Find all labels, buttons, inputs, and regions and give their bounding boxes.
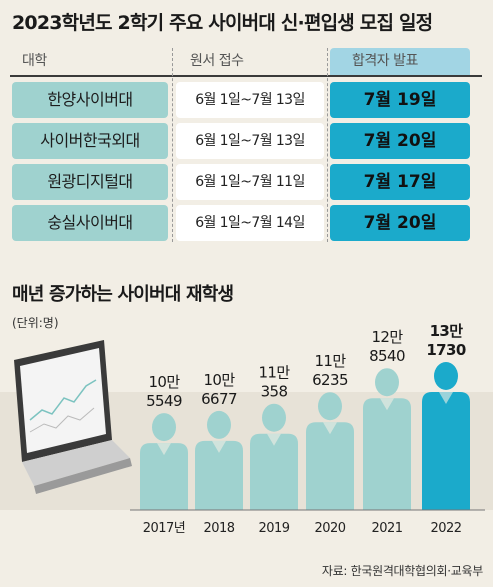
announcement-cell: 7월 20일 xyxy=(330,123,470,159)
bar-value-label: 6235 xyxy=(312,371,348,389)
header-announcement: 합격자 발표 xyxy=(352,53,418,69)
bar-value-label: 11만 xyxy=(258,364,290,382)
university-cell: 한양사이버대 xyxy=(12,82,168,118)
bar-value-label: 13만 xyxy=(430,322,464,340)
announcement-cell: 7월 17일 xyxy=(330,164,470,200)
x-tick-label: 2022 xyxy=(430,521,461,536)
bar-value-label: 6677 xyxy=(201,390,237,408)
laptop-icon xyxy=(14,340,132,494)
bar-value-label: 10만 xyxy=(148,373,180,391)
bar-value-label: 358 xyxy=(261,383,288,401)
university-cell: 사이버한국외대 xyxy=(12,123,168,159)
announcement-cell: 7월 19일 xyxy=(330,82,470,118)
bar-3 xyxy=(306,392,354,510)
bar-value-label: 11만 xyxy=(314,352,346,370)
bar-value-label: 1730 xyxy=(426,341,466,359)
announcement-header-bg xyxy=(330,48,470,76)
header-university: 대학 xyxy=(22,53,47,69)
column-separator xyxy=(172,48,173,242)
source-note: 자료: 한국원격대학협의회·교육부 xyxy=(321,564,483,578)
bar-2 xyxy=(250,403,298,510)
table-row: 한양사이버대 6월 1일~7월 13일 7월 19일 xyxy=(0,82,493,118)
application-cell: 6월 1일~7월 13일 xyxy=(176,123,324,159)
bar-5 xyxy=(422,362,470,510)
bar-0 xyxy=(140,413,188,510)
x-tick-label: 2021 xyxy=(371,521,402,536)
bar-value-label: 10만 xyxy=(203,371,235,389)
bar-value-label: 12만 xyxy=(371,328,403,346)
chart-unit: (단위:명) xyxy=(12,316,59,330)
application-cell: 6월 1일~7월 11일 xyxy=(176,164,324,200)
header-application: 원서 접수 xyxy=(190,53,244,69)
bar-1 xyxy=(195,410,243,510)
table-title: 2023학년도 2학기 주요 사이버대 신·편입생 모집 일정 xyxy=(12,12,433,34)
chart-title: 매년 증가하는 사이버대 재학생 xyxy=(12,284,234,305)
university-cell: 원광디지털대 xyxy=(12,164,168,200)
bar-value-label: 5549 xyxy=(146,392,182,410)
x-tick-label: 2019 xyxy=(258,521,289,536)
announcement-cell: 7월 20일 xyxy=(330,205,470,241)
table-row: 숭실사이버대 6월 1일~7월 14일 7월 20일 xyxy=(0,205,493,241)
table-row: 사이버한국외대 6월 1일~7월 13일 7월 20일 xyxy=(0,123,493,159)
bar-4 xyxy=(363,368,411,510)
bar-value-label: 8540 xyxy=(369,347,405,365)
column-separator xyxy=(327,48,328,242)
university-cell: 숭실사이버대 xyxy=(12,205,168,241)
x-tick-label: 2017년 xyxy=(143,521,186,536)
application-cell: 6월 1일~7월 14일 xyxy=(176,205,324,241)
application-cell: 6월 1일~7월 13일 xyxy=(176,82,324,118)
header-rule xyxy=(10,75,482,77)
table-row: 원광디지털대 6월 1일~7월 11일 7월 17일 xyxy=(0,164,493,200)
x-tick-label: 2018 xyxy=(203,521,234,536)
x-tick-label: 2020 xyxy=(314,521,345,536)
